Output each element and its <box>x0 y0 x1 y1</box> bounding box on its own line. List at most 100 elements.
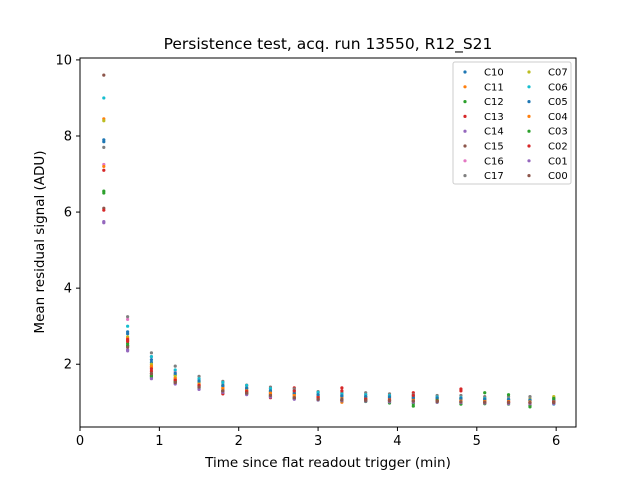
data-point <box>552 396 556 401</box>
data-point <box>197 385 201 389</box>
legend-marker <box>527 144 531 148</box>
data-point <box>173 380 177 385</box>
x-tick-label: 4 <box>393 434 401 449</box>
data-point <box>459 396 463 401</box>
data-point <box>245 386 249 390</box>
data-point <box>102 140 106 144</box>
data-point <box>483 391 487 395</box>
data-point <box>411 393 415 398</box>
data-point <box>102 208 106 212</box>
data-point <box>173 374 177 378</box>
x-axis-label: Time since flat readout trigger (min) <box>204 455 451 471</box>
data-point <box>268 389 273 393</box>
x-axis-ticks: 0 1 2 3 4 5 6 <box>76 427 560 449</box>
y-tick-label: 4 <box>64 282 72 297</box>
data-point <box>387 399 392 403</box>
legend-marker <box>463 129 467 133</box>
data-points <box>102 73 556 409</box>
legend-marker <box>527 70 531 74</box>
data-point <box>102 168 106 172</box>
legend-entry: C11 <box>463 82 504 93</box>
legend-entry: C13 <box>463 112 504 123</box>
legend-label: C13 <box>484 112 504 123</box>
data-point <box>268 391 273 395</box>
data-point <box>149 351 154 355</box>
legend-marker <box>527 129 531 133</box>
legend-marker <box>527 114 531 118</box>
x-tick-label: 0 <box>76 434 84 449</box>
data-point <box>292 393 296 398</box>
data-point <box>149 374 154 379</box>
data-point <box>197 387 201 391</box>
data-point <box>173 368 177 372</box>
legend-marker <box>463 174 467 178</box>
data-point <box>221 389 225 393</box>
data-point <box>411 404 415 408</box>
data-point <box>173 371 177 375</box>
legend-label: C15 <box>484 142 504 153</box>
data-point <box>102 191 106 195</box>
y-tick-label: 10 <box>55 53 72 68</box>
legend-entry: C00 <box>527 171 568 182</box>
data-point <box>292 389 296 393</box>
data-point <box>197 374 201 379</box>
data-point <box>149 369 154 373</box>
legend-entry: C10 <box>463 68 504 79</box>
legend-label: C00 <box>548 171 568 182</box>
data-point <box>268 386 273 391</box>
legend-entry: C02 <box>527 142 568 153</box>
data-point <box>126 317 130 321</box>
data-point <box>340 398 344 402</box>
legend-label: C17 <box>484 171 504 182</box>
legend-marker <box>527 174 531 178</box>
data-point <box>435 399 439 404</box>
legend-box <box>452 61 572 185</box>
data-point <box>221 386 225 391</box>
data-point <box>387 395 392 399</box>
legend-entry: C05 <box>527 97 568 108</box>
legend-entry: C16 <box>463 156 504 167</box>
data-point <box>149 377 154 381</box>
legend: C10 C11 C12 C13 C14 C15 C16 C17 C07 C06 C05 C04 C03 C… <box>452 61 572 185</box>
legend-label: C05 <box>548 97 568 108</box>
data-point <box>102 164 106 169</box>
chart-title: Persistence test, acq. run 13550, R12_S2… <box>164 35 493 54</box>
x-tick-label: 5 <box>473 434 481 449</box>
legend-label: C14 <box>484 127 504 138</box>
series-c00 <box>102 73 556 405</box>
legend-entry: C12 <box>463 97 504 108</box>
legend-label: C16 <box>484 156 504 167</box>
data-point <box>528 394 532 399</box>
legend-entry: C03 <box>527 127 568 138</box>
data-point <box>149 358 154 362</box>
data-point <box>340 386 344 390</box>
data-point <box>149 355 154 359</box>
legend-label: C11 <box>484 82 504 93</box>
data-point <box>126 345 130 349</box>
data-point <box>483 400 487 404</box>
legend-label: C06 <box>548 82 568 93</box>
data-point <box>126 330 130 334</box>
legend-marker <box>527 85 531 89</box>
legend-entry: C04 <box>527 112 568 123</box>
data-point <box>197 377 201 381</box>
data-point <box>149 372 154 376</box>
legend-label: C03 <box>548 127 568 138</box>
data-point <box>340 389 344 393</box>
y-tick-label: 8 <box>64 129 72 144</box>
data-point <box>340 394 344 398</box>
data-point <box>126 349 130 353</box>
legend-label: C01 <box>548 156 568 167</box>
data-point <box>316 393 320 397</box>
legend-label: C07 <box>548 68 568 79</box>
legend-entry: C01 <box>527 156 568 167</box>
data-point <box>126 337 130 342</box>
data-point <box>221 383 225 388</box>
data-point <box>411 399 415 403</box>
data-point <box>435 396 439 400</box>
data-point <box>102 119 106 123</box>
y-tick-label: 2 <box>64 358 72 373</box>
legend-label: C04 <box>548 112 568 123</box>
data-point <box>102 96 106 100</box>
